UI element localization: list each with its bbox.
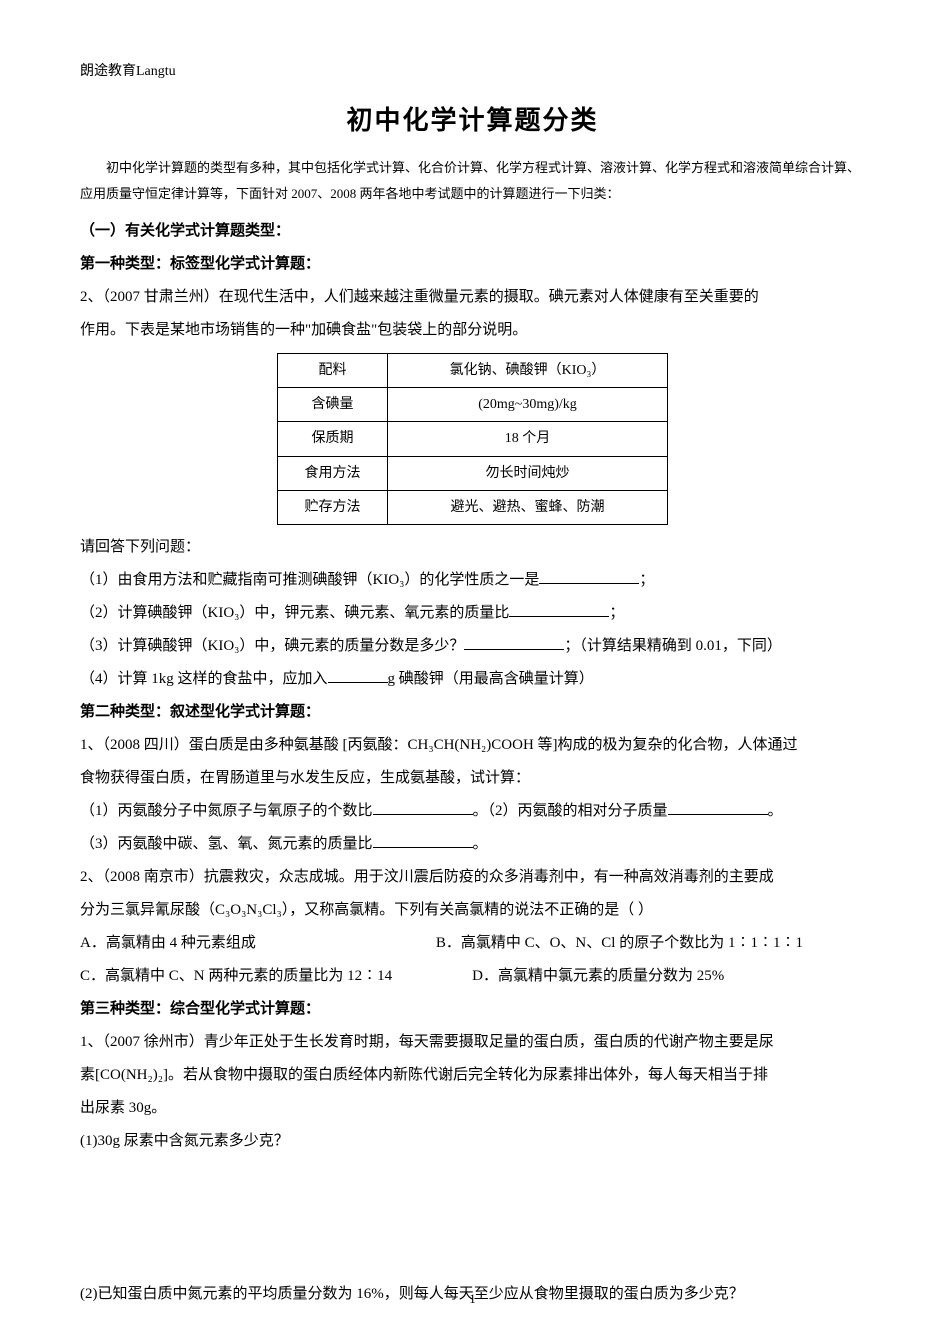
- q2-sub3-suffix: ；（计算结果精确到 0.01，下同）: [564, 638, 782, 654]
- option-d[interactable]: D．高氯精中氯元素的质量分数为 25%: [472, 968, 724, 984]
- table-row: 配料 氯化钠、碘酸钾（KIO₃）: [278, 354, 668, 388]
- t2-q2-line2: 分为三氯异氰尿酸（C₃O₃N₃Cl₃），又称高氯精。下列有关高氯精的说法不正确的…: [80, 894, 865, 927]
- q2-prompt: 请回答下列问题：: [80, 531, 865, 564]
- fill-blank[interactable]: [373, 800, 473, 815]
- page-number: 1: [469, 1291, 476, 1307]
- fill-blank[interactable]: [464, 635, 564, 650]
- fill-blank[interactable]: [328, 668, 388, 683]
- t2-q2-options-cd: C．高氯精中 C、N 两种元素的质量比为 12∶14 D．高氯精中氯元素的质量分数…: [80, 960, 865, 993]
- q2-sub1-text: （1）由食用方法和贮藏指南可推测碘酸钾（KIO₃）的化学性质之一是: [80, 572, 539, 588]
- t2-q1-line1: 1、（2008 四川）蛋白质是由多种氨基酸 [丙氨酸：CH₃CH(NH₂)COO…: [80, 729, 865, 762]
- table-row: 保质期 18 个月: [278, 422, 668, 456]
- spec-table: 配料 氯化钠、碘酸钾（KIO₃） 含碘量 (20mg~30mg)/kg 保质期 …: [277, 353, 668, 525]
- t3-q1-sub1: (1)30g 尿素中含氮元素多少克？: [80, 1125, 865, 1158]
- q2-sub4-text-a: （4）计算 1kg 这样的食盐中，应加入: [80, 671, 328, 687]
- fill-blank[interactable]: [373, 833, 473, 848]
- q2-sub2-suffix: ；: [609, 605, 624, 621]
- t3-q1-line3: 出尿素 30g。: [80, 1092, 865, 1125]
- section-one-heading: （一）有关化学式计算题类型：: [80, 215, 865, 248]
- document-title: 初中化学计算题分类: [80, 100, 865, 137]
- table-cell-label: 贮存方法: [278, 490, 388, 524]
- table-cell-value: 避光、避热、蜜蜂、防潮: [388, 490, 668, 524]
- table-cell-value: 18 个月: [388, 422, 668, 456]
- t3-q1-line1: 1、（2007 徐州市）青少年正处于生长发育时期，每天需要摄取足量的蛋白质，蛋白…: [80, 1026, 865, 1059]
- type3-heading: 第三种类型：综合型化学式计算题：: [80, 993, 865, 1026]
- table-cell-value: 氯化钠、碘酸钾（KIO₃）: [388, 354, 668, 388]
- option-b[interactable]: B．高氯精中 C、O、N、Cl 的原子个数比为 1∶1∶1∶1: [436, 935, 803, 951]
- t2-q2-line1: 2、（2008 南京市）抗震救灾，众志成城。用于汶川震后防疫的众多消毒剂中，有一…: [80, 861, 865, 894]
- table-cell-value: (20mg~30mg)/kg: [388, 388, 668, 422]
- option-c[interactable]: C．高氯精中 C、N 两种元素的质量比为 12∶14: [80, 968, 392, 984]
- t2-q2-options-ab: A．高氯精由 4 种元素组成 B．高氯精中 C、O、N、Cl 的原子个数比为 1∶…: [80, 927, 865, 960]
- t2-q1-sub1-a: （1）丙氨酸分子中氮原子与氧原子的个数比: [80, 803, 373, 819]
- answer-space: [80, 1158, 865, 1278]
- fill-blank[interactable]: [509, 602, 609, 617]
- table-row: 含碘量 (20mg~30mg)/kg: [278, 388, 668, 422]
- t2-q1-sub3-a: （3）丙氨酸中碳、氢、氧、氮元素的质量比: [80, 836, 373, 852]
- table-cell-label: 食用方法: [278, 456, 388, 490]
- table-cell-label: 配料: [278, 354, 388, 388]
- q2-sub4: （4）计算 1kg 这样的食盐中，应加入 g 碘酸钾（用最高含碘量计算）: [80, 663, 865, 696]
- t2-q1-sub1-c: 。: [768, 803, 783, 819]
- t2-q1-sub3-b: 。: [473, 836, 488, 852]
- fill-blank[interactable]: [668, 800, 768, 815]
- q2-sub2: （2）计算碘酸钾（KIO₃）中，钾元素、碘元素、氧元素的质量比 ；: [80, 597, 865, 630]
- q2-sub1: （1）由食用方法和贮藏指南可推测碘酸钾（KIO₃）的化学性质之一是 ；: [80, 564, 865, 597]
- type1-heading: 第一种类型：标签型化学式计算题：: [80, 248, 865, 281]
- table-row: 贮存方法 避光、避热、蜜蜂、防潮: [278, 490, 668, 524]
- table-row: 食用方法 勿长时间炖炒: [278, 456, 668, 490]
- t3-q1-line2: 素[CO(NH₂)₂]。若从食物中摄取的蛋白质经体内新陈代谢后完全转化为尿素排出…: [80, 1059, 865, 1092]
- q2-intro-line1: 2、（2007 甘肃兰州）在现代生活中，人们越来越注重微量元素的摄取。碘元素对人…: [80, 281, 865, 314]
- q2-sub3: （3）计算碘酸钾（KIO₃）中，碘元素的质量分数是多少？ ；（计算结果精确到 0.…: [80, 630, 865, 663]
- t2-q1-sub1-b: 。（2）丙氨酸的相对分子质量: [473, 803, 668, 819]
- option-a[interactable]: A．高氯精由 4 种元素组成: [80, 935, 256, 951]
- q2-sub2-text: （2）计算碘酸钾（KIO₃）中，钾元素、碘元素、氧元素的质量比: [80, 605, 509, 621]
- q2-sub1-suffix: ；: [639, 572, 654, 588]
- t2-q1-sub1: （1）丙氨酸分子中氮原子与氧原子的个数比 。（2）丙氨酸的相对分子质量 。: [80, 795, 865, 828]
- table-cell-value: 勿长时间炖炒: [388, 456, 668, 490]
- t2-q1-sub3: （3）丙氨酸中碳、氢、氧、氮元素的质量比 。: [80, 828, 865, 861]
- table-cell-label: 含碘量: [278, 388, 388, 422]
- brand-header: 朗途教育Langtu: [80, 60, 865, 80]
- q2-sub4-text-b: g 碘酸钾（用最高含碘量计算）: [388, 671, 594, 687]
- q2-intro-line2: 作用。下表是某地市场销售的一种"加碘食盐"包装袋上的部分说明。: [80, 314, 865, 347]
- table-cell-label: 保质期: [278, 422, 388, 456]
- fill-blank[interactable]: [539, 569, 639, 584]
- intro-paragraph: 初中化学计算题的类型有多种，其中包括化学式计算、化合价计算、化学方程式计算、溶液…: [80, 155, 865, 207]
- q2-sub3-text: （3）计算碘酸钾（KIO₃）中，碘元素的质量分数是多少？: [80, 638, 464, 654]
- t2-q1-line2: 食物获得蛋白质，在胃肠道里与水发生反应，生成氨基酸，试计算：: [80, 762, 865, 795]
- type2-heading: 第二种类型：叙述型化学式计算题：: [80, 696, 865, 729]
